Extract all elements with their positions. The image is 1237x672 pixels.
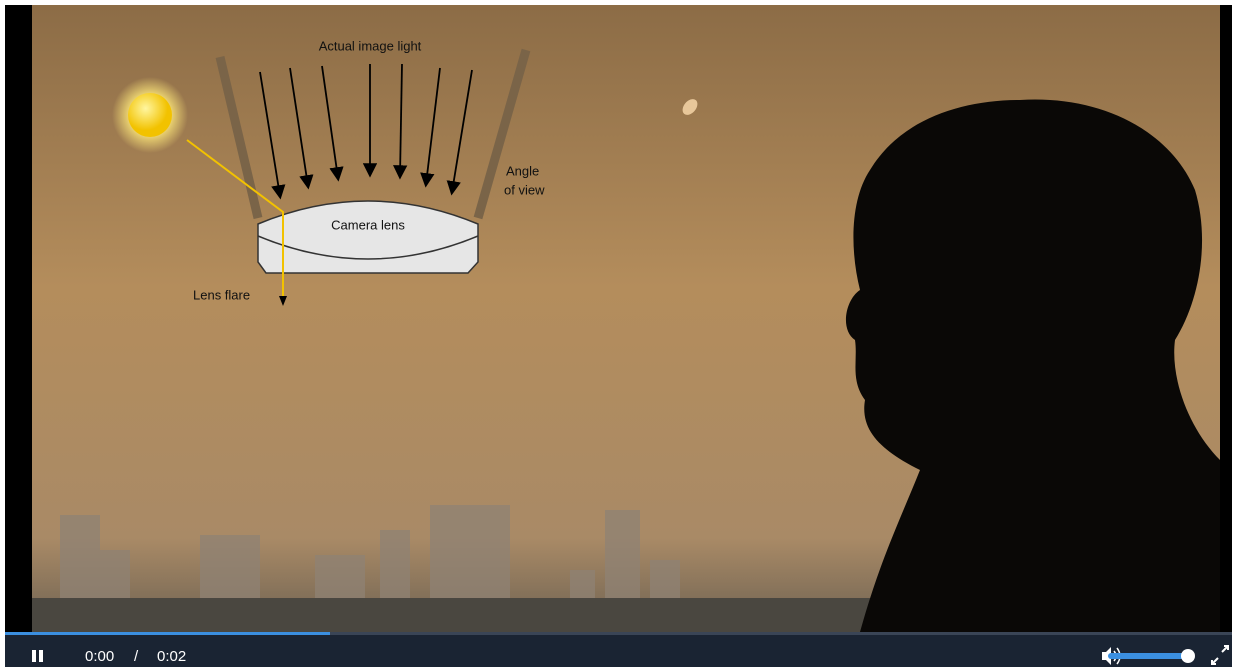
angle-label: Angle	[506, 163, 539, 178]
angle-label: of view	[504, 182, 545, 197]
light-label: Actual image light	[319, 38, 422, 53]
lens-label: Camera lens	[331, 217, 405, 232]
flare-label: Lens flare	[193, 287, 250, 302]
progress-fill	[5, 632, 330, 635]
video-player: Actual image light Angle of view Camera …	[0, 0, 1237, 667]
sun	[128, 93, 172, 137]
lens	[258, 201, 478, 273]
person-silhouette	[846, 100, 1220, 632]
volume-slider[interactable]	[1108, 653, 1190, 659]
duration: 0:02	[157, 648, 186, 665]
control-bar: 0:00 / 0:02	[5, 632, 1232, 667]
control-background	[5, 632, 1232, 667]
page: Actual image light Angle of view Camera …	[0, 0, 1237, 667]
current-time: 0:00	[85, 648, 114, 665]
volume-knob[interactable]	[1181, 649, 1195, 663]
